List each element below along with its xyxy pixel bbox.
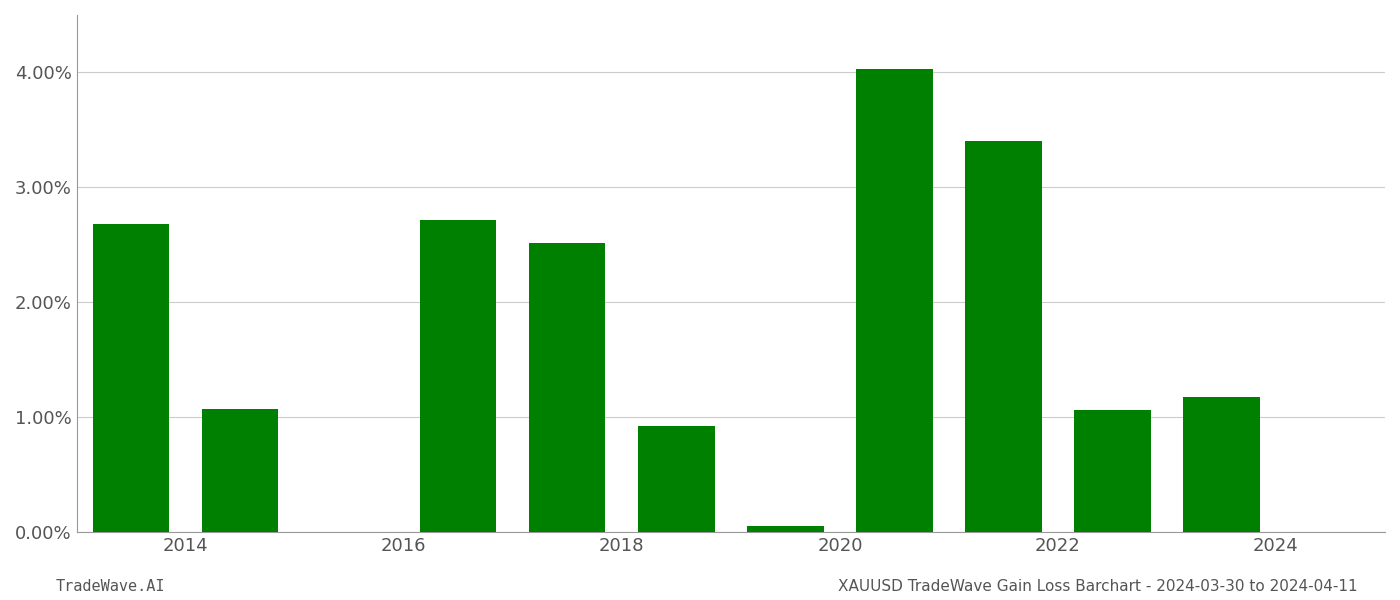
Bar [748, 526, 823, 532]
Bar [965, 142, 1042, 532]
Bar [638, 427, 714, 532]
Bar [92, 224, 169, 532]
Bar [420, 220, 497, 532]
Bar [1183, 397, 1260, 532]
Text: XAUUSD TradeWave Gain Loss Barchart - 2024-03-30 to 2024-04-11: XAUUSD TradeWave Gain Loss Barchart - 20… [839, 579, 1358, 594]
Bar [857, 69, 932, 532]
Bar [529, 242, 605, 532]
Bar [1074, 410, 1151, 532]
Bar [202, 409, 279, 532]
Text: TradeWave.AI: TradeWave.AI [56, 579, 165, 594]
